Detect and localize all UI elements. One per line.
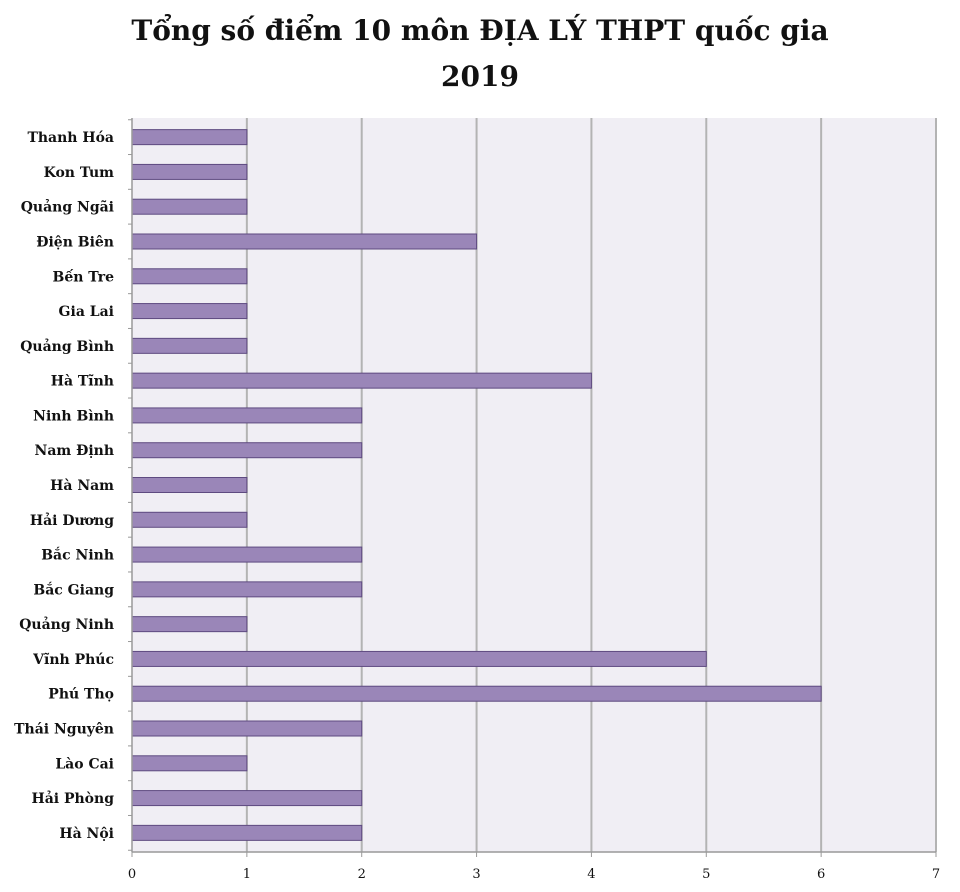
x-tick-label: 7 — [932, 867, 940, 882]
bar — [131, 824, 363, 841]
bar — [131, 337, 248, 354]
category-labels: Thanh Hóa Kon Tum Quảng Ngãi Điện Biên Bến T… — [14, 130, 114, 842]
chart-title-line-2: 2019 — [441, 60, 519, 93]
bar — [131, 477, 248, 493]
bar — [131, 511, 248, 528]
x-tick-label: 6 — [817, 867, 825, 882]
x-tick-label: 0 — [128, 867, 136, 882]
category-label: Hải Phòng — [31, 790, 114, 807]
chart-title-line-1: Tổng số điểm 10 môn ĐỊA LÝ THPT quốc gia — [131, 14, 829, 47]
category-label: Vĩnh Phúc — [32, 651, 114, 668]
x-tick-label: 1 — [243, 867, 251, 882]
category-label: Kon Tum — [44, 165, 115, 181]
x-tick-label: 5 — [702, 867, 710, 882]
category-label: Hà Tĩnh — [51, 373, 114, 390]
bar — [131, 616, 248, 633]
category-label: Quảng Ninh — [19, 616, 114, 633]
category-label: Lào Cai — [55, 756, 114, 772]
category-label: Phú Thọ — [48, 687, 114, 703]
bar — [131, 546, 363, 563]
bar — [131, 372, 592, 389]
category-label: Điện Biên — [36, 234, 114, 250]
x-tick-label: 2 — [358, 867, 366, 882]
bars — [131, 129, 822, 841]
chart-title: Tổng số điểm 10 môn ĐỊA LÝ THPT quốc gia… — [0, 8, 960, 100]
bar — [131, 581, 363, 598]
bar — [131, 407, 363, 424]
bar — [131, 268, 248, 285]
bar — [131, 129, 248, 146]
bar — [131, 163, 248, 180]
bar — [131, 755, 248, 772]
bar — [131, 198, 248, 215]
category-label: Hải Dương — [30, 512, 114, 529]
bar — [131, 442, 363, 459]
category-label: Quảng Ngãi — [21, 199, 114, 216]
category-label: Bến Tre — [53, 267, 115, 285]
category-label: Ninh Bình — [33, 408, 114, 424]
category-label: Bắc Ninh — [41, 546, 114, 564]
category-label: Quảng Bình — [20, 338, 114, 355]
category-label: Thái Nguyên — [14, 722, 114, 738]
category-label: Hà Nam — [50, 478, 114, 494]
axes — [128, 118, 937, 857]
bar — [131, 685, 822, 702]
x-tick-label: 3 — [472, 867, 480, 882]
bar — [131, 303, 248, 320]
plot-area — [132, 118, 936, 852]
bar — [131, 233, 478, 250]
category-label: Hà Nội — [59, 826, 114, 842]
bar — [131, 790, 363, 807]
bar — [131, 720, 363, 737]
category-label: Gia Lai — [59, 304, 114, 320]
category-label: Thanh Hóa — [27, 130, 114, 146]
bar — [131, 650, 707, 667]
category-label: Nam Định — [35, 443, 114, 459]
x-tick-labels: 0 1 2 3 4 5 6 7 — [128, 867, 940, 882]
category-label: Bắc Giang — [33, 580, 114, 598]
x-tick-label: 4 — [587, 867, 595, 882]
